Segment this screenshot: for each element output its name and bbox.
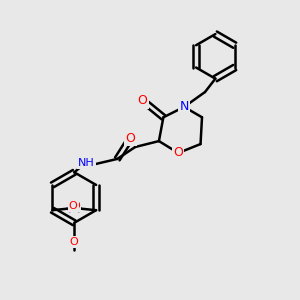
Text: O: O [70,237,79,247]
Text: O: O [138,94,148,107]
Text: O: O [71,201,80,211]
Text: O: O [173,146,183,160]
Text: N: N [179,100,189,113]
Text: NH: NH [78,158,95,168]
Text: O: O [69,201,77,211]
Text: O: O [126,132,136,145]
